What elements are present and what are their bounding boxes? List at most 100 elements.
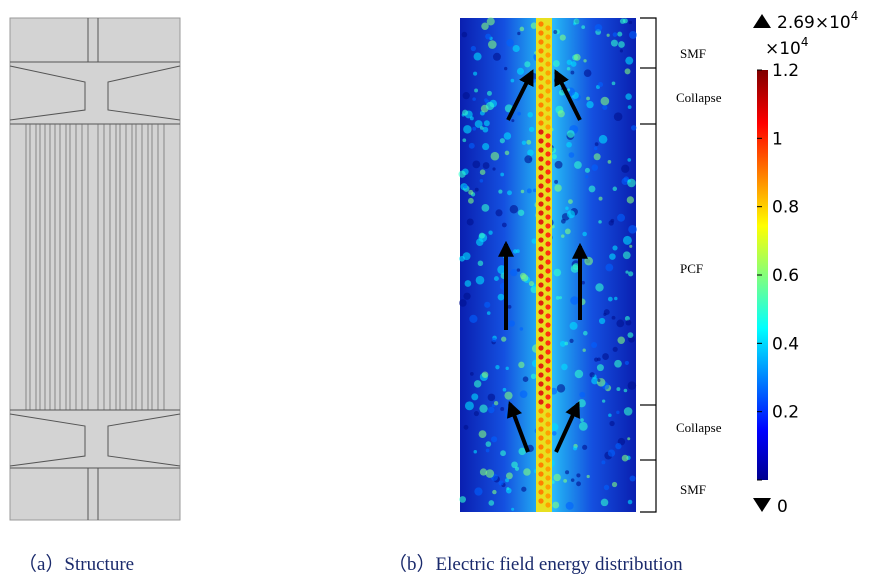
speckle <box>550 423 559 432</box>
core-spot <box>545 448 551 454</box>
speckle <box>500 450 506 457</box>
speckle <box>485 101 495 111</box>
core-spot <box>538 93 544 99</box>
core-spot <box>545 304 551 310</box>
core-spot <box>545 97 551 103</box>
speckle <box>516 249 520 253</box>
core-spot <box>545 79 551 85</box>
speckle <box>506 38 514 47</box>
speckle <box>478 232 485 239</box>
core-spot <box>538 237 544 243</box>
speckle <box>466 218 474 226</box>
speckle <box>511 507 515 511</box>
speckle <box>473 380 482 388</box>
speckle <box>554 160 563 169</box>
speckle <box>574 161 582 169</box>
core-spot <box>538 48 544 54</box>
speckle <box>473 52 482 61</box>
speckle <box>559 34 566 41</box>
speckle <box>570 61 577 67</box>
speckle <box>479 169 486 176</box>
speckle <box>484 301 491 308</box>
speckle <box>618 41 625 48</box>
speckle <box>625 56 634 65</box>
core-spot <box>545 232 551 238</box>
colorbar-multiplier: ×104 <box>765 35 809 59</box>
speckle <box>556 384 566 393</box>
region-label: SMF <box>680 482 706 497</box>
core-spot <box>538 309 544 315</box>
speckle <box>468 189 474 195</box>
multiplier-exponent: 4 <box>801 35 809 49</box>
core-spot <box>538 345 544 351</box>
core-spot <box>538 372 544 378</box>
core-spot <box>545 187 551 193</box>
core-spot <box>538 21 544 27</box>
speckle <box>589 372 595 378</box>
speckle <box>560 234 565 238</box>
speckle <box>602 353 609 360</box>
speckle <box>514 466 520 471</box>
speckle <box>627 499 633 505</box>
speckle <box>576 473 581 478</box>
speckle <box>469 314 478 323</box>
speckle <box>598 134 608 144</box>
speckle <box>582 348 586 352</box>
speckle <box>511 461 518 469</box>
field-panel <box>458 17 637 512</box>
core-spot <box>538 129 544 135</box>
speckle <box>530 286 538 294</box>
speckle <box>627 332 634 339</box>
speckle <box>570 478 575 482</box>
speckle <box>582 444 588 450</box>
speckle <box>498 189 503 194</box>
speckle <box>563 479 568 483</box>
speckle <box>624 360 629 366</box>
speckle <box>519 26 525 32</box>
speckle <box>591 377 599 385</box>
speckle <box>463 292 471 300</box>
speckle <box>512 44 520 53</box>
speckle <box>552 431 557 436</box>
speckle <box>621 454 629 462</box>
speckle <box>519 327 524 331</box>
speckle <box>505 478 510 483</box>
speckle <box>461 31 468 38</box>
core-spot <box>545 439 551 445</box>
core-spot <box>538 210 544 216</box>
speckle <box>485 33 491 40</box>
speckle <box>558 296 563 300</box>
multiplier: ×10 <box>765 39 801 59</box>
speckle <box>497 265 507 275</box>
speckle <box>507 190 512 196</box>
tick-label: 0.4 <box>772 334 799 354</box>
speckle <box>627 105 632 109</box>
region-label: PCF <box>680 261 703 276</box>
speckle <box>572 446 578 451</box>
speckle <box>611 315 616 320</box>
core-spot <box>538 390 544 396</box>
speckle <box>591 342 598 349</box>
speckle <box>464 280 472 287</box>
speckle <box>602 399 606 403</box>
speckle <box>553 268 562 277</box>
speckle <box>517 209 525 216</box>
core-spot <box>545 349 551 355</box>
speckle <box>566 130 575 138</box>
core-spot <box>538 39 544 45</box>
speckle <box>475 238 484 246</box>
speckle <box>516 67 525 75</box>
core-spot <box>545 178 551 184</box>
speckle <box>583 69 592 78</box>
core-spot <box>538 156 544 162</box>
core-spot <box>545 70 551 76</box>
core-spot <box>545 286 551 292</box>
speckle <box>474 187 479 192</box>
core-spot <box>538 165 544 171</box>
speckle <box>621 177 629 186</box>
speckle <box>608 413 612 418</box>
speckle <box>610 39 618 47</box>
speckle <box>474 487 483 496</box>
speckle <box>614 359 622 368</box>
core-spot <box>545 394 551 400</box>
